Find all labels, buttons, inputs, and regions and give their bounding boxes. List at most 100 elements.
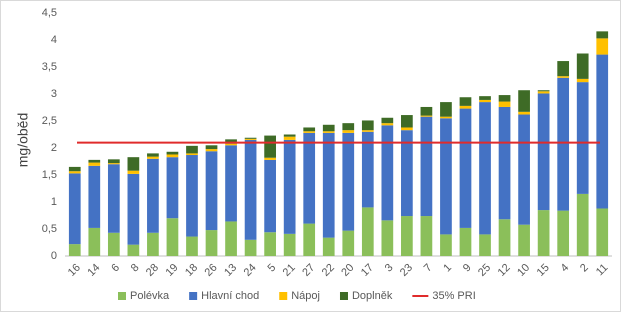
bar-segment (557, 77, 570, 211)
bar-segment (225, 139, 237, 144)
legend-label: 35% PRI (432, 290, 475, 302)
bar-segment (322, 124, 335, 132)
bar-segment (88, 227, 101, 256)
y-tick-label: 0 (51, 250, 57, 262)
bar-segment (401, 115, 413, 128)
bar-segment (88, 165, 101, 228)
bar-segment (283, 233, 296, 256)
bar-segment (401, 127, 413, 131)
bar-segment (576, 193, 589, 256)
bar-segment (303, 223, 316, 256)
bar-segment (498, 106, 511, 220)
bar-segment (322, 131, 335, 133)
bar-segment (537, 90, 550, 92)
bar-segment (381, 123, 394, 126)
bar-segment (166, 157, 179, 219)
bar-segment (479, 96, 491, 100)
bar-segment (283, 136, 296, 140)
bar-segment (205, 230, 218, 256)
bar-segment (479, 102, 491, 235)
bar-segment (107, 159, 120, 164)
bar-segment (361, 207, 374, 256)
bar-segment (342, 123, 355, 131)
bar-segment (518, 90, 530, 112)
bar-segment (576, 82, 589, 194)
bar-segment (401, 130, 413, 217)
bar-segment (498, 219, 511, 256)
bar-segment (420, 116, 433, 217)
bar-segment (127, 244, 140, 256)
bar-segment (557, 210, 570, 256)
bar-segment (205, 149, 218, 152)
bar-segment (264, 232, 276, 256)
y-tick-label: 1 (51, 196, 57, 208)
bar-segment (596, 54, 609, 209)
bar-segment (147, 232, 159, 256)
bar-segment (557, 76, 570, 78)
bar-segment (68, 244, 81, 256)
bar-segment (225, 145, 237, 222)
bar-segment (420, 106, 433, 116)
bar-segment (381, 125, 394, 221)
y-tick-label: 2 (51, 142, 57, 154)
bar-segment (166, 154, 179, 158)
bar-segment (537, 210, 550, 256)
bar-segment (186, 155, 198, 237)
bar-segment (68, 173, 81, 245)
bar-segment (166, 151, 179, 155)
bar-segment (420, 216, 433, 256)
bar-segment (186, 153, 198, 156)
bar-segment (440, 118, 452, 235)
bar-segment (225, 221, 237, 256)
bar-segment (381, 117, 394, 124)
bar-segment (576, 53, 589, 79)
bar-segment (518, 224, 530, 256)
bar-segment (401, 216, 413, 256)
y-tick-label: 4 (51, 34, 57, 46)
y-tick-label: 3 (51, 88, 57, 100)
bar-segment (68, 166, 81, 172)
bar-segment (186, 145, 198, 154)
bar-segment (537, 91, 550, 94)
bar-segment (518, 111, 530, 115)
bar-segment (283, 139, 296, 234)
bar-segment (596, 38, 609, 55)
bar-segment (322, 237, 335, 256)
bar-segment (459, 227, 472, 256)
legend-marker (189, 292, 198, 300)
bar-segment (596, 31, 609, 39)
legend-label: Nápoj (291, 290, 320, 302)
bar-segment (361, 120, 374, 131)
bar-segment (322, 132, 335, 238)
legend-marker (339, 292, 348, 300)
bar-segment (361, 130, 374, 132)
bar-segment (147, 153, 159, 157)
bar-segment (244, 138, 257, 140)
bar-segment (479, 99, 491, 103)
bar-segment (244, 139, 257, 240)
legend-label: Polévka (130, 290, 170, 302)
legend-marker (279, 292, 288, 300)
bar-segment (283, 134, 296, 137)
bar-segment (361, 131, 374, 208)
bar-segment (264, 157, 276, 160)
bar-segment (107, 163, 120, 165)
y-axis-title: mg/oběd (15, 113, 31, 167)
bar-segment (127, 157, 140, 171)
bar-segment (166, 218, 179, 256)
bar-segment (205, 145, 218, 150)
bar-segment (147, 158, 159, 233)
bar-segment (576, 78, 589, 83)
bar-segment (205, 151, 218, 231)
bar-segment (342, 132, 355, 231)
bar-segment (88, 162, 101, 166)
legend-label: Doplněk (352, 290, 393, 302)
bar-segment (303, 131, 316, 133)
bar-segment (498, 95, 511, 102)
bar-segment (342, 230, 355, 256)
bar-segment (303, 127, 316, 132)
bar-segment (557, 61, 570, 77)
bar-segment (68, 171, 81, 174)
y-tick-label: 4,5 (42, 7, 57, 19)
